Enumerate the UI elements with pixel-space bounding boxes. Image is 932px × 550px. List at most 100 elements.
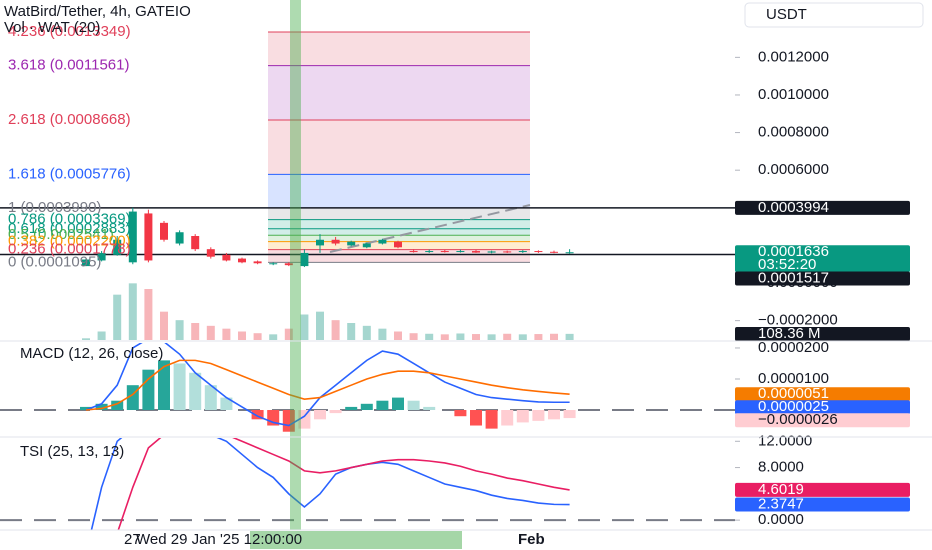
candle-body [331,239,340,244]
histogram-bar [376,400,389,411]
candle-body [316,239,324,246]
volume-bar [425,333,434,340]
volume-bar [128,283,137,340]
axis-tick-label: −0.0002000 [758,312,838,329]
fib-label: 2.618 (0.0008668) [8,111,131,128]
candle-body [284,263,293,266]
histogram-bar [485,410,498,429]
badge-label: 0.0000025 [758,398,829,415]
symbol-title: WatBird/Tether, 4h, GATEIO [4,3,191,20]
histogram-bar [251,410,264,420]
price-badge [735,387,910,402]
volume-bar [440,334,449,340]
fib-zone [268,228,530,236]
pane-title: MACD (12, 26, close) [20,345,163,362]
candle-body [550,251,558,253]
volume-bar [378,328,387,340]
volume-bar [347,323,356,340]
volume-bar [175,320,184,340]
price-badge [735,482,910,497]
fib-label: 1 (0.0003990) [8,199,101,216]
badge-label: 0.0003994 [758,199,829,216]
fib-label: 0.5 (0.0002541) [8,226,114,243]
candle-body [97,252,106,261]
volume-bar [409,333,418,340]
price-badge [735,245,910,273]
price-badge [735,327,910,341]
badge-label: 4.6019 [758,481,804,498]
histogram-bar [80,406,92,411]
candle-body [456,251,465,253]
macd-pane [0,343,735,432]
badge-label: 108.36 M [758,325,821,342]
fib-label: 0.382 (0.0002200) [8,233,131,250]
candle-body [206,249,215,257]
axis-tick-label: 0.0006000 [758,161,829,178]
currency-label: USDT [766,6,807,23]
volume-bar [300,314,309,340]
volume-bar [222,328,231,340]
histogram-bar [345,406,358,411]
volume-bar [144,289,153,340]
fib-label: 0.236 (0.0001778) [8,241,131,258]
candle-body [347,241,356,246]
candle-body [409,251,418,253]
volume-bar [518,334,527,340]
candle-body [440,251,449,253]
candle-body [238,258,246,263]
histogram-bar [220,397,233,411]
volume-bar [503,333,512,340]
fib-zone [268,249,530,263]
candle-body [362,243,371,248]
volume-bar [456,333,465,340]
candle-body [144,213,153,261]
volume-bar [362,325,371,340]
price-badge [735,200,910,215]
volume-bar [316,311,324,340]
axis-tick-label: 8.0000 [758,459,804,476]
fib-label: 0.618 (0.0002883) [8,220,131,237]
candle-body [394,241,402,248]
crosshair-time-box [250,531,462,549]
fib-label: 0 (0.0001095) [8,253,101,270]
price-badge [735,400,910,415]
price-pane [0,31,735,340]
axis-tick-label: 0.0000 [758,511,804,528]
candle-body [175,232,184,244]
histogram-bar [173,363,186,411]
indicator-line [85,359,570,411]
histogram-bar [392,397,404,411]
badge-label: 03:52:20 [758,256,816,273]
histogram-bar [142,369,155,411]
histogram-bar [314,410,326,420]
fib-label: 0.786 (0.0003369) [8,211,131,228]
fib-zone [268,120,530,175]
price-badge [735,271,910,286]
candle-body [113,239,122,255]
fib-zone [268,219,530,229]
volume-bar [331,320,340,340]
candle-body [487,251,496,253]
histogram-bar [548,410,560,420]
candle-body [82,259,90,267]
histogram-bar [282,410,295,432]
volume-bar [472,334,480,340]
axis-tick-label: 0.0010000 [758,86,829,103]
candle-body [222,254,231,261]
volume-bar [191,323,200,340]
histogram-bar [470,410,482,426]
volume-bar [487,334,496,340]
volume-bar [394,331,402,340]
crosshair-time: Wed 29 Jan '25 12:00:00 [136,531,302,548]
candle-body [300,252,309,267]
candle-body [269,263,278,265]
volume-bar [238,331,246,340]
time-label: Feb [518,531,545,548]
fib-label: 1.618 (0.0005776) [8,165,131,182]
volume-title: Vol · WAT (20) [4,19,100,36]
histogram-bar [563,410,576,419]
currency-button[interactable] [744,2,924,28]
axis-tick-label: 0.0012000 [758,48,829,65]
volume-bar [534,334,543,340]
candle-body [378,239,387,244]
